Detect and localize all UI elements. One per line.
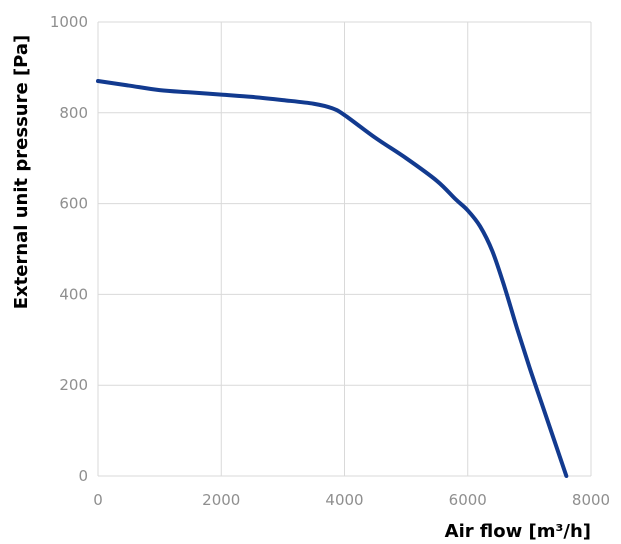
x-tick-label: 6000: [449, 491, 487, 509]
y-tick-label: 200: [59, 376, 88, 394]
y-axis-title: External unit pressure [Pa]: [11, 35, 32, 310]
x-tick-label: 0: [93, 491, 103, 509]
x-axis-title: Air flow [m³/h]: [445, 521, 591, 542]
y-tick-label: 600: [59, 195, 88, 213]
x-tick-label: 8000: [572, 491, 610, 509]
series-layer: [96, 79, 569, 478]
series-line-1: [96, 79, 569, 478]
grid-layer: [97, 21, 592, 477]
tick-label-layer: 0 2000 4000 6000 8000 0 200 400 600 800 1000: [50, 13, 610, 509]
y-tick-label: 800: [59, 104, 88, 122]
y-tick-label: 400: [59, 285, 88, 303]
x-tick-label: 2000: [202, 491, 240, 509]
y-tick-label: 1000: [50, 13, 88, 31]
x-tick-label: 4000: [325, 491, 363, 509]
y-tick-label: 0: [78, 467, 88, 485]
